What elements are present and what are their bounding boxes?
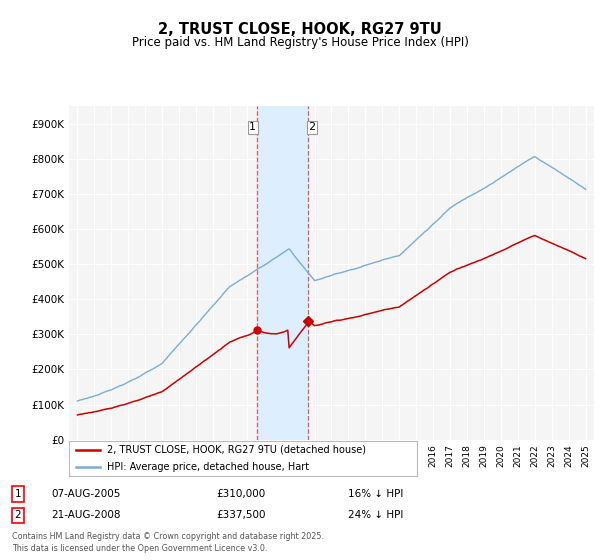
Text: 1: 1 (14, 489, 22, 499)
Text: 2: 2 (14, 510, 22, 520)
Text: 24% ↓ HPI: 24% ↓ HPI (348, 510, 403, 520)
Text: Price paid vs. HM Land Registry's House Price Index (HPI): Price paid vs. HM Land Registry's House … (131, 36, 469, 49)
Text: 1: 1 (249, 123, 256, 133)
Text: 2, TRUST CLOSE, HOOK, RG27 9TU (detached house): 2, TRUST CLOSE, HOOK, RG27 9TU (detached… (107, 445, 366, 455)
Text: £310,000: £310,000 (216, 489, 265, 499)
Bar (257, 106, 308, 440)
Text: This data is licensed under the Open Government Licence v3.0.: This data is licensed under the Open Gov… (12, 544, 268, 553)
Text: 07-AUG-2005: 07-AUG-2005 (51, 489, 121, 499)
Text: 21-AUG-2008: 21-AUG-2008 (51, 510, 121, 520)
Text: 2: 2 (308, 123, 316, 133)
Text: 16% ↓ HPI: 16% ↓ HPI (348, 489, 403, 499)
Text: £337,500: £337,500 (216, 510, 265, 520)
Text: 2, TRUST CLOSE, HOOK, RG27 9TU: 2, TRUST CLOSE, HOOK, RG27 9TU (158, 22, 442, 38)
Text: Contains HM Land Registry data © Crown copyright and database right 2025.: Contains HM Land Registry data © Crown c… (12, 532, 324, 541)
Text: HPI: Average price, detached house, Hart: HPI: Average price, detached house, Hart (107, 463, 310, 472)
